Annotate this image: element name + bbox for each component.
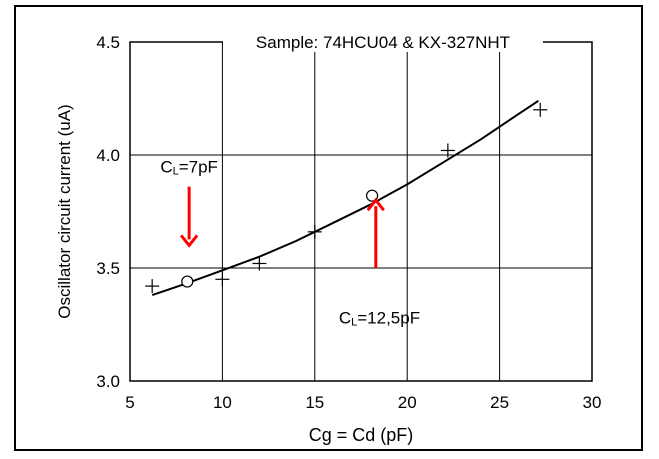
x-tick-label: 20 xyxy=(398,393,417,412)
red-arrow xyxy=(366,197,385,268)
annotation-label: CL=12,5pF xyxy=(339,309,420,329)
tick-labels: 5 10 15 20 25 30 3.0 3.5 4.0 4.5 xyxy=(96,33,601,412)
y-tick-label: 3.0 xyxy=(96,372,120,391)
y-tick-label: 4.0 xyxy=(96,146,120,165)
grid-lines xyxy=(130,42,592,381)
fit-curve xyxy=(151,99,539,297)
x-tick-label: 5 xyxy=(125,393,134,412)
arrow-head xyxy=(179,234,199,248)
chart-frame xyxy=(14,5,643,451)
title-background xyxy=(223,30,543,52)
plus-marker xyxy=(252,256,267,271)
y-axis-label: Oscillator circuit current (uA) xyxy=(55,104,74,318)
circle-marker xyxy=(181,275,194,288)
plus-marker xyxy=(533,102,548,117)
plus-marker xyxy=(307,224,322,239)
x-tick-label: 10 xyxy=(213,393,232,412)
y-tick-label: 3.5 xyxy=(96,259,120,278)
arrow-head xyxy=(366,197,385,212)
x-tick-label: 25 xyxy=(490,393,509,412)
circle-marker xyxy=(365,189,379,202)
plus-marker xyxy=(215,272,230,287)
red-arrow xyxy=(179,186,199,248)
annotations: CL=7pF CL=12,5pF xyxy=(160,157,420,328)
x-tick-label: 15 xyxy=(305,393,324,412)
y-tick-label: 4.5 xyxy=(96,33,120,52)
plot-border xyxy=(129,41,593,382)
data-points xyxy=(145,102,548,294)
x-axis-label: Cg = Cd (pF) xyxy=(309,425,414,445)
plus-marker xyxy=(440,143,455,158)
plus-marker xyxy=(145,279,160,294)
annotation-label: CL=7pF xyxy=(160,157,218,177)
chart-title: Sample: 74HCU04 & KX-327NHT xyxy=(256,33,510,52)
x-tick-label: 30 xyxy=(583,393,602,412)
